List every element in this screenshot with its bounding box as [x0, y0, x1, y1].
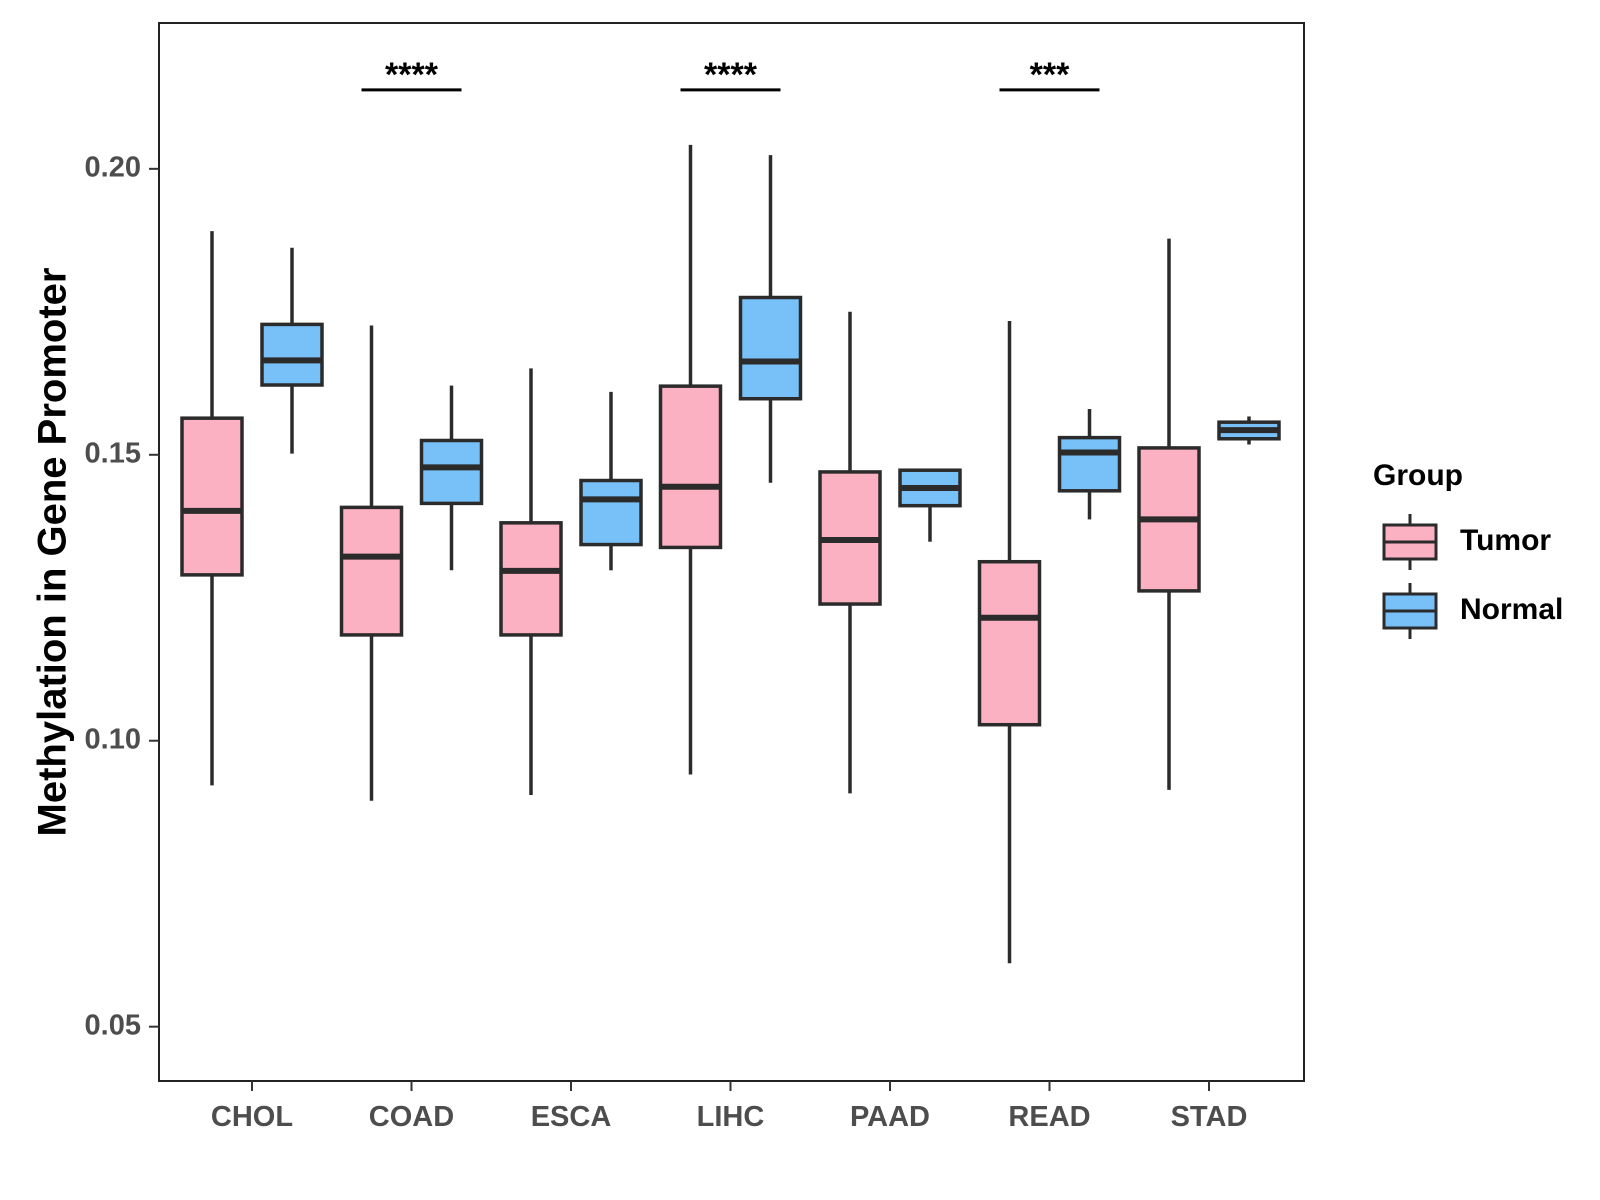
plot-panel-border [158, 22, 1305, 1082]
box-iqr [419, 438, 484, 506]
box-tumor-stad [1137, 238, 1201, 790]
box-normal-chol [260, 247, 324, 454]
box-tumor-read [977, 320, 1042, 964]
box-normal-read [1057, 409, 1122, 520]
box-iqr [977, 559, 1042, 727]
box-normal-lihc [738, 155, 803, 483]
box-iqr [738, 295, 803, 401]
x-axis: CHOL COAD ESCA LIHC PAAD READ STAD [211, 1081, 1247, 1133]
x-tick-label: COAD [369, 1101, 454, 1133]
x-tick-label: LIHC [697, 1101, 765, 1133]
legend-label: Tumor [1460, 524, 1551, 557]
box-tumor-lihc [658, 144, 723, 775]
y-tick-label: 0.20 [85, 151, 141, 183]
legend-label: Normal [1460, 593, 1563, 626]
x-tick-label: READ [1008, 1101, 1090, 1133]
x-tick-label: CHOL [211, 1101, 293, 1133]
box-iqr [180, 416, 244, 577]
box-iqr [579, 478, 643, 547]
y-axis-title: Methylation in Gene Promoter [31, 268, 75, 837]
box-iqr [658, 384, 723, 550]
box-tumor-paad [818, 311, 882, 794]
legend-entry-normal: Normal [1382, 583, 1563, 639]
legend: Group Tumor Normal [1373, 459, 1563, 639]
y-tick-label: 0.05 [85, 1009, 141, 1041]
box-iqr [260, 322, 324, 387]
box-tumor-chol [180, 231, 244, 786]
box-normal-stad [1217, 416, 1281, 445]
boxes [180, 144, 1281, 964]
box-normal-paad [898, 468, 962, 542]
legend-title: Group [1373, 459, 1463, 492]
y-axis: 0.05 0.10 0.15 0.20 [85, 151, 159, 1041]
box-tumor-coad [339, 325, 404, 801]
x-tick-label: PAAD [850, 1101, 930, 1133]
box-normal-coad [419, 385, 484, 571]
box-iqr [339, 505, 404, 637]
significance-annotations: **** **** *** [361, 56, 1100, 94]
box-iqr [499, 521, 563, 637]
legend-entry-tumor: Tumor [1382, 514, 1551, 570]
box-normal-esca [579, 391, 643, 571]
x-tick-label: ESCA [531, 1101, 612, 1133]
box-tumor-esca [499, 368, 563, 796]
y-tick-label: 0.10 [85, 723, 141, 755]
significance-label: *** [1030, 56, 1070, 94]
y-tick-label: 0.15 [85, 437, 141, 469]
significance-label: **** [704, 56, 758, 94]
x-tick-label: STAD [1171, 1101, 1248, 1133]
box-iqr [1057, 435, 1122, 493]
significance-label: **** [385, 56, 439, 94]
